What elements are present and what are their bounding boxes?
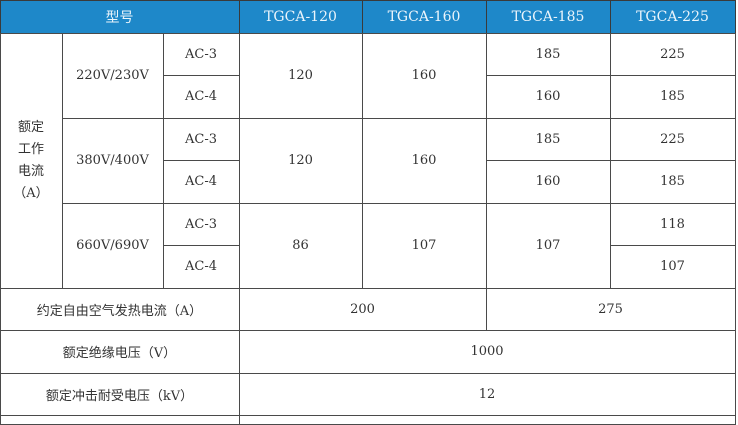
voltage-660: 660V/690V	[61, 202, 164, 289]
thermal-current-value: 200	[238, 287, 487, 331]
header-tgca-120: TGCA-120	[238, 0, 363, 34]
value-cell: 185	[485, 117, 611, 161]
impulse-voltage-value: 12	[238, 372, 736, 416]
impulse-voltage-label: 额定冲击耐受电压（kV）	[0, 372, 240, 416]
next-row-label	[0, 414, 240, 425]
category-ac3: AC-3	[162, 202, 240, 246]
value-cell: 160	[361, 32, 487, 119]
value-cell: 160	[361, 117, 487, 204]
value-cell: 107	[485, 202, 611, 289]
value-cell: 120	[238, 32, 363, 119]
header-tgca-185: TGCA-185	[485, 0, 611, 34]
value-cell: 160	[485, 159, 611, 204]
value-cell: 118	[609, 202, 736, 246]
value-cell: 107	[609, 244, 736, 289]
category-ac3: AC-3	[162, 117, 240, 161]
header-tgca-160: TGCA-160	[361, 0, 487, 34]
rated-current-label: 额定 工作 电流 （A）	[0, 32, 63, 289]
header-tgca-225: TGCA-225	[609, 0, 736, 34]
value-cell: 185	[609, 159, 736, 204]
voltage-220: 220V/230V	[61, 32, 164, 119]
category-ac4: AC-4	[162, 159, 240, 204]
insulation-voltage-label: 额定绝缘电压（V）	[0, 329, 240, 374]
category-ac4: AC-4	[162, 74, 240, 119]
value-cell: 86	[238, 202, 363, 289]
value-cell: 107	[361, 202, 487, 289]
value-cell: 185	[485, 32, 611, 76]
header-model: 型号	[0, 0, 240, 34]
thermal-current-label: 约定自由空气发热电流（A）	[0, 287, 240, 331]
voltage-380: 380V/400V	[61, 117, 164, 204]
value-cell: 185	[609, 74, 736, 119]
thermal-current-value: 275	[485, 287, 736, 331]
next-row-value	[238, 414, 736, 425]
category-ac3: AC-3	[162, 32, 240, 76]
value-cell: 225	[609, 32, 736, 76]
category-ac4: AC-4	[162, 244, 240, 289]
insulation-voltage-value: 1000	[238, 329, 736, 374]
value-cell: 120	[238, 117, 363, 204]
value-cell: 160	[485, 74, 611, 119]
value-cell: 225	[609, 117, 736, 161]
